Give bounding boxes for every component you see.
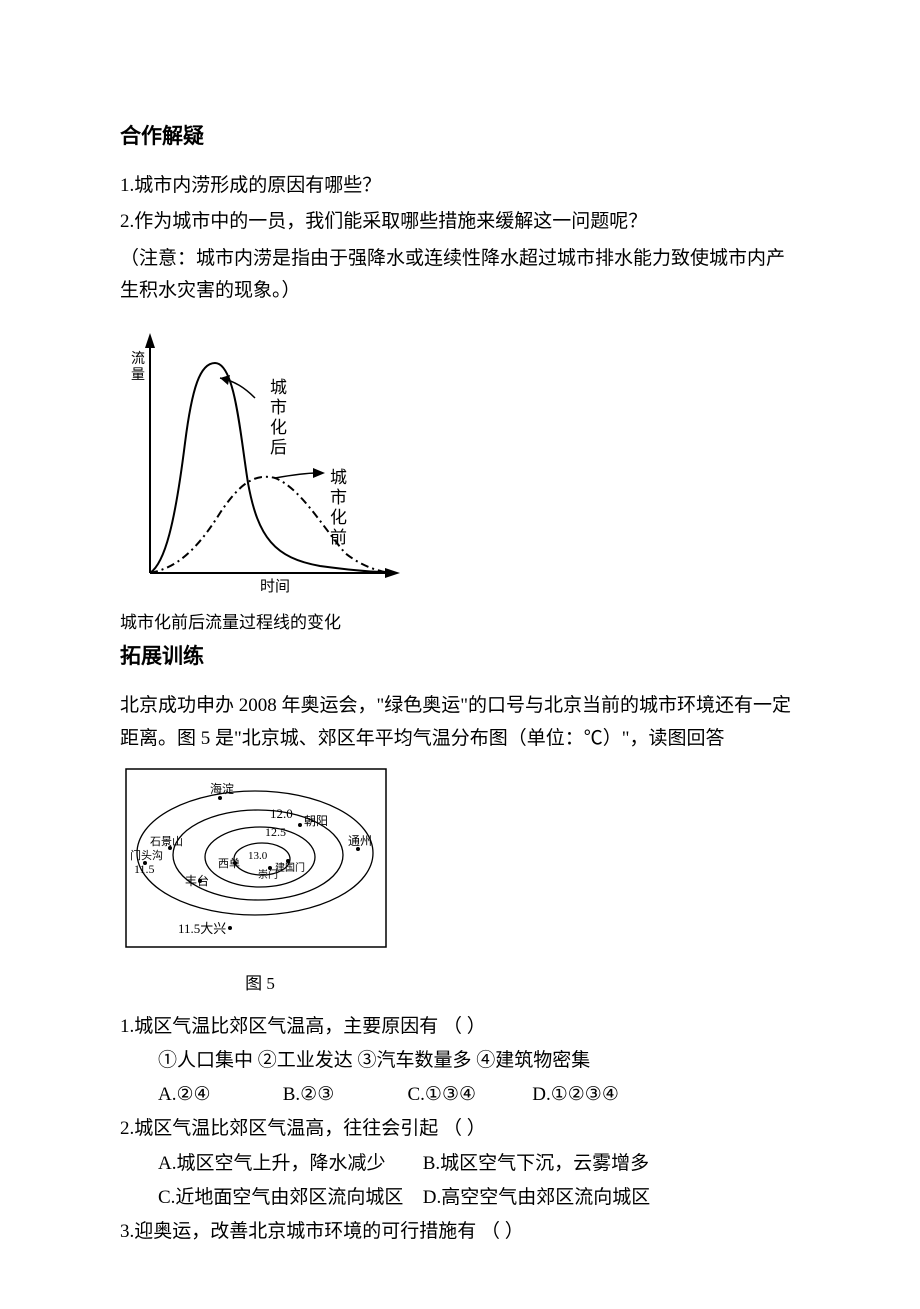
q2-stem: 2.城区气温比郊区气温高，往往会引起 （ ） <box>120 1112 800 1146</box>
q2-options-row1: A.城区空气上升，降水减少 B.城区空气下沉，云雾增多 <box>120 1147 800 1181</box>
beijing-map-svg: 12.0 12.5 13.0 海淀 朝阳 通州 石景山 门头沟 11.5 西单 … <box>120 763 400 958</box>
curve-after <box>150 363 385 573</box>
q2-optC: C.近地面空气由郊区流向城区 <box>158 1181 418 1215</box>
q1-optC: C.①③④ <box>408 1078 528 1112</box>
section2-heading: 拓展训练 <box>120 640 800 670</box>
label-mentougou: 门头沟 <box>130 848 163 862</box>
figure2-caption: 图 5 <box>120 969 400 994</box>
x-axis-label: 时间 <box>260 578 290 595</box>
after-label-3: 化 <box>270 418 287 437</box>
q1-items: ①人口集中 ②工业发达 ③汽车数量多 ④建筑物密集 <box>120 1044 800 1078</box>
flow-curve-svg: 流 量 时间 城 市 化 后 城 市 化 前 <box>120 323 420 603</box>
curve-before <box>150 477 385 573</box>
label-chaoyang: 朝阳 <box>304 814 328 828</box>
label-tongzhou: 通州 <box>348 834 372 848</box>
s1-note: （注意：城市内涝是指由于强降水或连续性降水超过城市排水能力致使城市内产生积水灾害… <box>120 243 800 308</box>
q1-optA: A.②④ <box>158 1078 278 1112</box>
label-xidan: 西单 <box>218 857 240 870</box>
y-axis-label-char1: 流 <box>131 351 145 367</box>
s2-intro: 北京成功申办 2008 年奥运会，"绿色奥运"的口号与北京当前的城市环境还有一定… <box>120 690 800 755</box>
y-axis-label-char2: 量 <box>131 367 145 383</box>
iso-13-0: 13.0 <box>248 850 268 862</box>
s1-q1: 1.城市内涝形成的原因有哪些？ <box>120 170 800 202</box>
q1-stem: 1.城区气温比郊区气温高，主要原因有 （ ） <box>120 1010 800 1044</box>
before-label-3: 化 <box>330 508 347 527</box>
q1-optB: B.②③ <box>283 1078 403 1112</box>
q2-optD: D.高空空气由郊区流向城区 <box>423 1181 650 1215</box>
figure-beijing-map: 12.0 12.5 13.0 海淀 朝阳 通州 石景山 门头沟 11.5 西单 … <box>120 763 800 963</box>
after-label-2: 市 <box>270 398 287 417</box>
before-label-1: 城 <box>330 468 347 487</box>
before-label-4: 前 <box>330 528 347 547</box>
label-shijingshan: 石景山 <box>150 835 183 848</box>
label-11-5-left: 11.5 <box>134 862 155 876</box>
page: 合作解疑 1.城市内涝形成的原因有哪些？ 2.作为城市中的一员，我们能采取哪些措… <box>0 0 920 1309</box>
after-label-4: 后 <box>270 438 287 457</box>
figure-flow-curves: 流 量 时间 城 市 化 后 城 市 化 前 <box>120 323 800 608</box>
q3-stem: 3.迎奥运，改善北京城市环境的可行措施有 （ ） <box>120 1215 800 1249</box>
q2-optA: A.城区空气上升，降水减少 <box>158 1147 418 1181</box>
label-jianguomen: 建国门 <box>275 861 305 874</box>
s1-q2: 2.作为城市中的一员，我们能采取哪些措施来缓解这一问题呢？ <box>120 206 800 238</box>
q1-options: A.②④ B.②③ C.①③④ D.①②③④ <box>120 1078 800 1112</box>
section1-heading: 合作解疑 <box>120 120 800 150</box>
label-haidian: 海淀 <box>210 781 234 796</box>
q2-optB: B.城区空气下沉，云雾增多 <box>423 1147 649 1181</box>
iso-12-5: 12.5 <box>265 825 286 839</box>
label-daxing: 11.5大兴 <box>178 921 226 936</box>
before-label-2: 市 <box>330 488 347 507</box>
q2-options-row2: C.近地面空气由郊区流向城区 D.高空空气由郊区流向城区 <box>120 1181 800 1215</box>
label-fengtai: 丰台 <box>185 873 209 888</box>
iso-12-0: 12.0 <box>270 806 293 821</box>
after-label-1: 城 <box>270 378 287 397</box>
q1-optD: D.①②③④ <box>532 1078 619 1112</box>
figure1-caption: 城市化前后流量过程线的变化 <box>120 612 800 634</box>
